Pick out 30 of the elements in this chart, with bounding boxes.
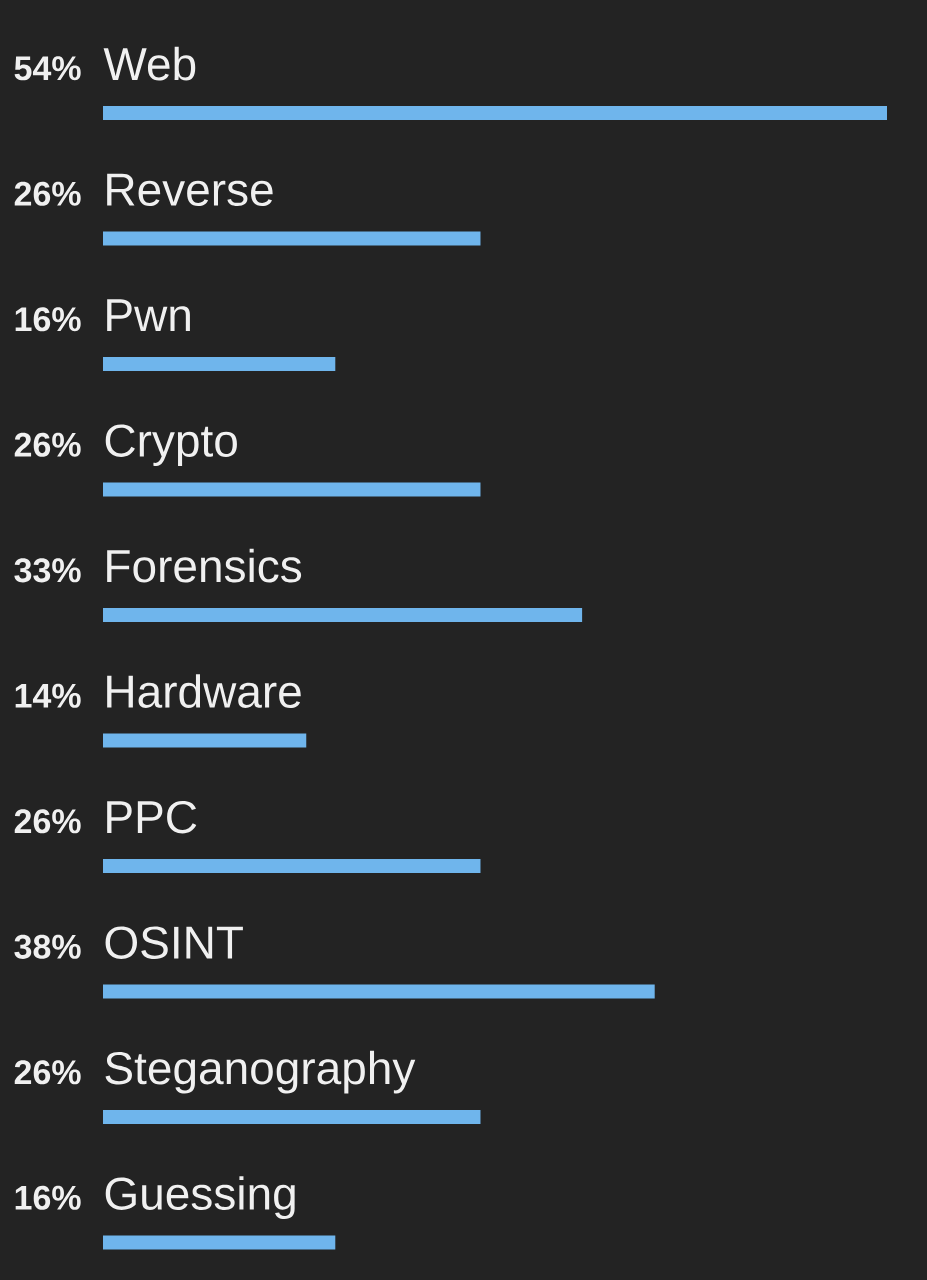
bar: [103, 859, 481, 874]
data-label: 16%: [15, 1185, 81, 1210]
bar: [103, 106, 888, 120]
data-label: 33%: [14, 558, 81, 583]
y-tick-label: Guessing: [105, 1176, 295, 1220]
y-tick-label: Steganography: [105, 1050, 416, 1094]
data-label: 26%: [14, 1060, 81, 1085]
y-tick-label: Forensics: [107, 548, 302, 583]
data-label: 38%: [14, 934, 81, 959]
bar: [103, 482, 481, 497]
y-tick-label: Reverse: [107, 173, 273, 206]
bar: [103, 231, 481, 246]
bar: [103, 733, 307, 748]
data-label: 14%: [15, 683, 81, 708]
data-label: 26%: [14, 432, 81, 457]
y-tick-label: Web: [103, 46, 196, 81]
y-tick-label: OSINT: [105, 926, 243, 959]
data-label: 26%: [14, 809, 81, 834]
y-tick-label: PPC: [107, 800, 197, 834]
y-tick-label: Crypto: [105, 424, 237, 467]
data-label: 26%: [14, 181, 81, 206]
bar: [103, 1110, 481, 1125]
data-label: 16%: [15, 307, 81, 332]
bar: [103, 984, 655, 999]
y-tick-label: Hardware: [107, 674, 301, 708]
bar: [103, 357, 336, 371]
bar: [103, 608, 583, 623]
y-tick-label: Pwn: [107, 299, 190, 331]
bar: [103, 1235, 336, 1250]
data-label: 54%: [14, 56, 81, 81]
